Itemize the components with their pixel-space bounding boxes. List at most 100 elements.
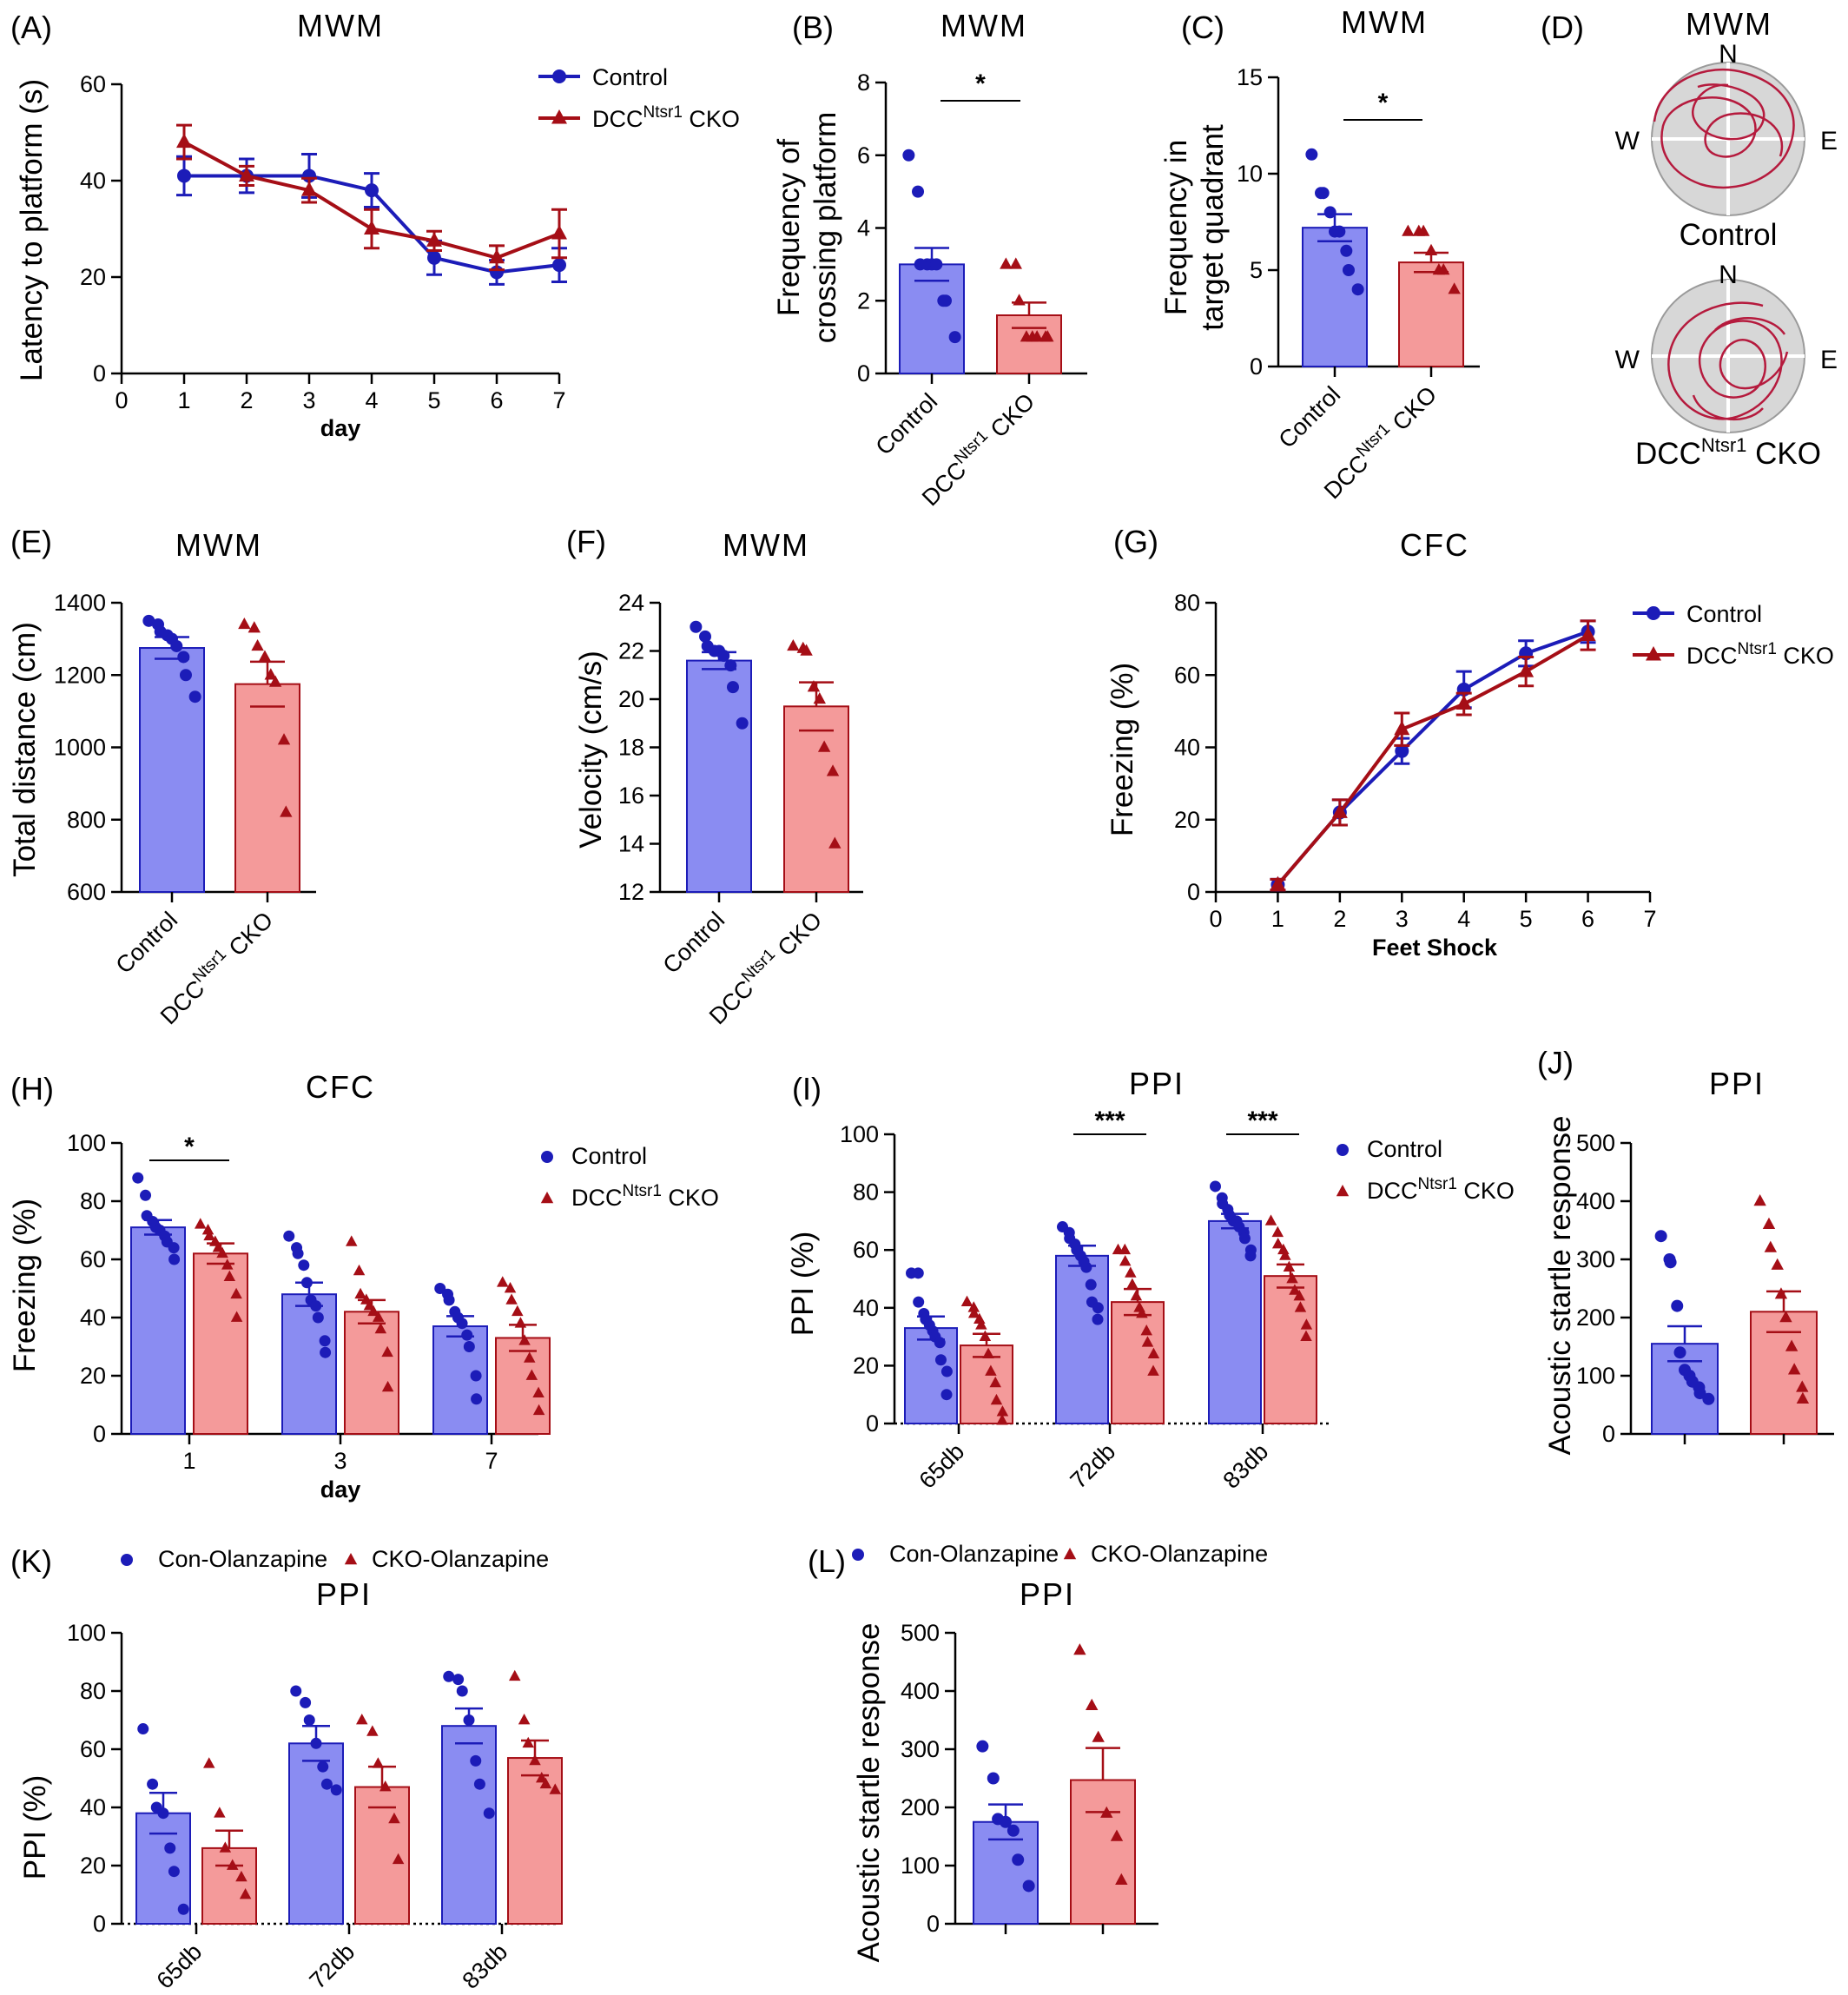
y-tick-label: 800 (67, 807, 106, 833)
data-point-control (934, 1354, 947, 1366)
data-point-cko (989, 1376, 1001, 1388)
data-point-cko (1110, 1829, 1124, 1841)
significance-label: * (1378, 89, 1389, 117)
bar-control (973, 1820, 1039, 1925)
data-point-cko (221, 1258, 234, 1270)
data-point-cko (367, 1305, 380, 1317)
y-tick-label: 1400 (54, 590, 106, 616)
x-tick-label: 3 (1396, 906, 1409, 932)
y-tick-label: 80 (1174, 590, 1200, 616)
data-point-control (300, 1277, 313, 1289)
x-category-label-part: 65db (152, 1939, 208, 1994)
data-point-control (1664, 1256, 1677, 1269)
y-tick-label: 20 (80, 1853, 106, 1879)
series-line-control (1276, 630, 1589, 886)
data-point-control (177, 651, 190, 664)
data-point-control (463, 1714, 475, 1726)
data-point-cko (239, 1888, 252, 1899)
ylabel-c-line1: Frequency in (1159, 140, 1193, 315)
ylabel-g: Freezing (%) (1106, 663, 1139, 836)
panel-label-f: (F) (566, 524, 606, 559)
title-j: PPI (1709, 1066, 1765, 1101)
data-point-cko (1147, 1347, 1160, 1358)
bar-control (139, 647, 205, 893)
panel-label-d: (D) (1541, 10, 1584, 45)
data-point-cko (549, 1783, 561, 1794)
ylabel-b-line2: crossing platform (808, 112, 842, 343)
panel-label-l: (L) (808, 1543, 846, 1579)
data-point-cko (1300, 1318, 1313, 1330)
data-point-control (1333, 225, 1346, 238)
data-point-cko (366, 1725, 379, 1736)
data-point-cko (807, 680, 821, 692)
x-category-control: Control (870, 388, 942, 460)
x-tick-label: 5 (1520, 906, 1533, 932)
ylabel-e: Total distance (cm) (8, 622, 42, 877)
data-point-control (157, 1807, 169, 1820)
data-point-control (1323, 206, 1336, 219)
data-point-cko (1000, 257, 1013, 269)
panel-label-k: (K) (10, 1543, 52, 1579)
data-point-cko (374, 1322, 387, 1334)
data-point-control (930, 258, 943, 271)
data-point-control (142, 614, 155, 627)
legend-marker-control (852, 1549, 864, 1561)
data-point-control (463, 1341, 475, 1352)
title-c: MWM (1341, 4, 1428, 40)
data-point-cko (996, 1414, 1008, 1425)
y-tick-label: 60 (80, 1246, 106, 1272)
title-i: PPI (1129, 1066, 1185, 1101)
bar-cko (193, 1252, 248, 1436)
x-tick-label: 1 (177, 387, 190, 413)
data-point-cko (214, 1807, 226, 1818)
panel-label-c: (C) (1181, 10, 1224, 45)
legend-label-cko-dcc: DCC (1686, 643, 1738, 669)
y-tick-label: 40 (1174, 735, 1200, 761)
data-point-control (473, 1778, 485, 1790)
data-point-control (471, 1393, 483, 1405)
legend-marker-control (552, 69, 566, 83)
data-point-cko (301, 182, 317, 196)
data-point-cko (1785, 1339, 1798, 1351)
data-point-control (298, 1259, 310, 1272)
data-point-cko (979, 1330, 992, 1341)
legend-marker-cko (344, 1553, 358, 1565)
data-point-control (168, 1253, 181, 1265)
significance-label: *** (1247, 1106, 1277, 1135)
x-category-label-part: 72db (1066, 1438, 1121, 1494)
data-point-cko (1125, 1266, 1137, 1278)
y-tick-label: 16 (618, 783, 644, 809)
swim-path-control (1653, 68, 1795, 189)
legend-label-control: Con-Olanzapine (158, 1546, 327, 1572)
x-category-control-part: Control (657, 907, 729, 979)
x-tick-label: 0 (1209, 906, 1222, 932)
data-point-cko (509, 1669, 521, 1681)
data-point-control (443, 1294, 455, 1306)
title-g: CFC (1400, 527, 1469, 563)
data-point-cko (982, 1347, 994, 1358)
data-point-cko (1416, 224, 1430, 236)
x-category-control: Control (110, 907, 182, 979)
ylabel-b-line1: Frequency of (772, 139, 806, 317)
data-point-control (1012, 1853, 1025, 1866)
data-point-cko (518, 1334, 531, 1345)
data-point-cko (504, 1282, 517, 1293)
data-point-cko (364, 220, 380, 235)
legend-marker-control (541, 1151, 553, 1163)
y-tick-label: 600 (67, 879, 106, 905)
data-point-cko (1147, 1364, 1159, 1376)
data-point-cko (1774, 1287, 1788, 1299)
data-point-cko (524, 1351, 536, 1363)
data-point-control (312, 1311, 324, 1324)
legend-marker-cko (1063, 1548, 1077, 1560)
data-point-cko (280, 805, 293, 817)
x-tick-label: 6 (1581, 906, 1594, 932)
x-category-control: Control (657, 907, 729, 979)
data-point-cko (268, 675, 282, 687)
data-point-cko (1448, 282, 1461, 294)
data-point-cko (426, 232, 442, 247)
data-point-cko (1796, 1391, 1810, 1404)
legend-label-cko-dcc: DCC (1367, 1178, 1418, 1204)
data-point-cko (532, 1386, 544, 1397)
